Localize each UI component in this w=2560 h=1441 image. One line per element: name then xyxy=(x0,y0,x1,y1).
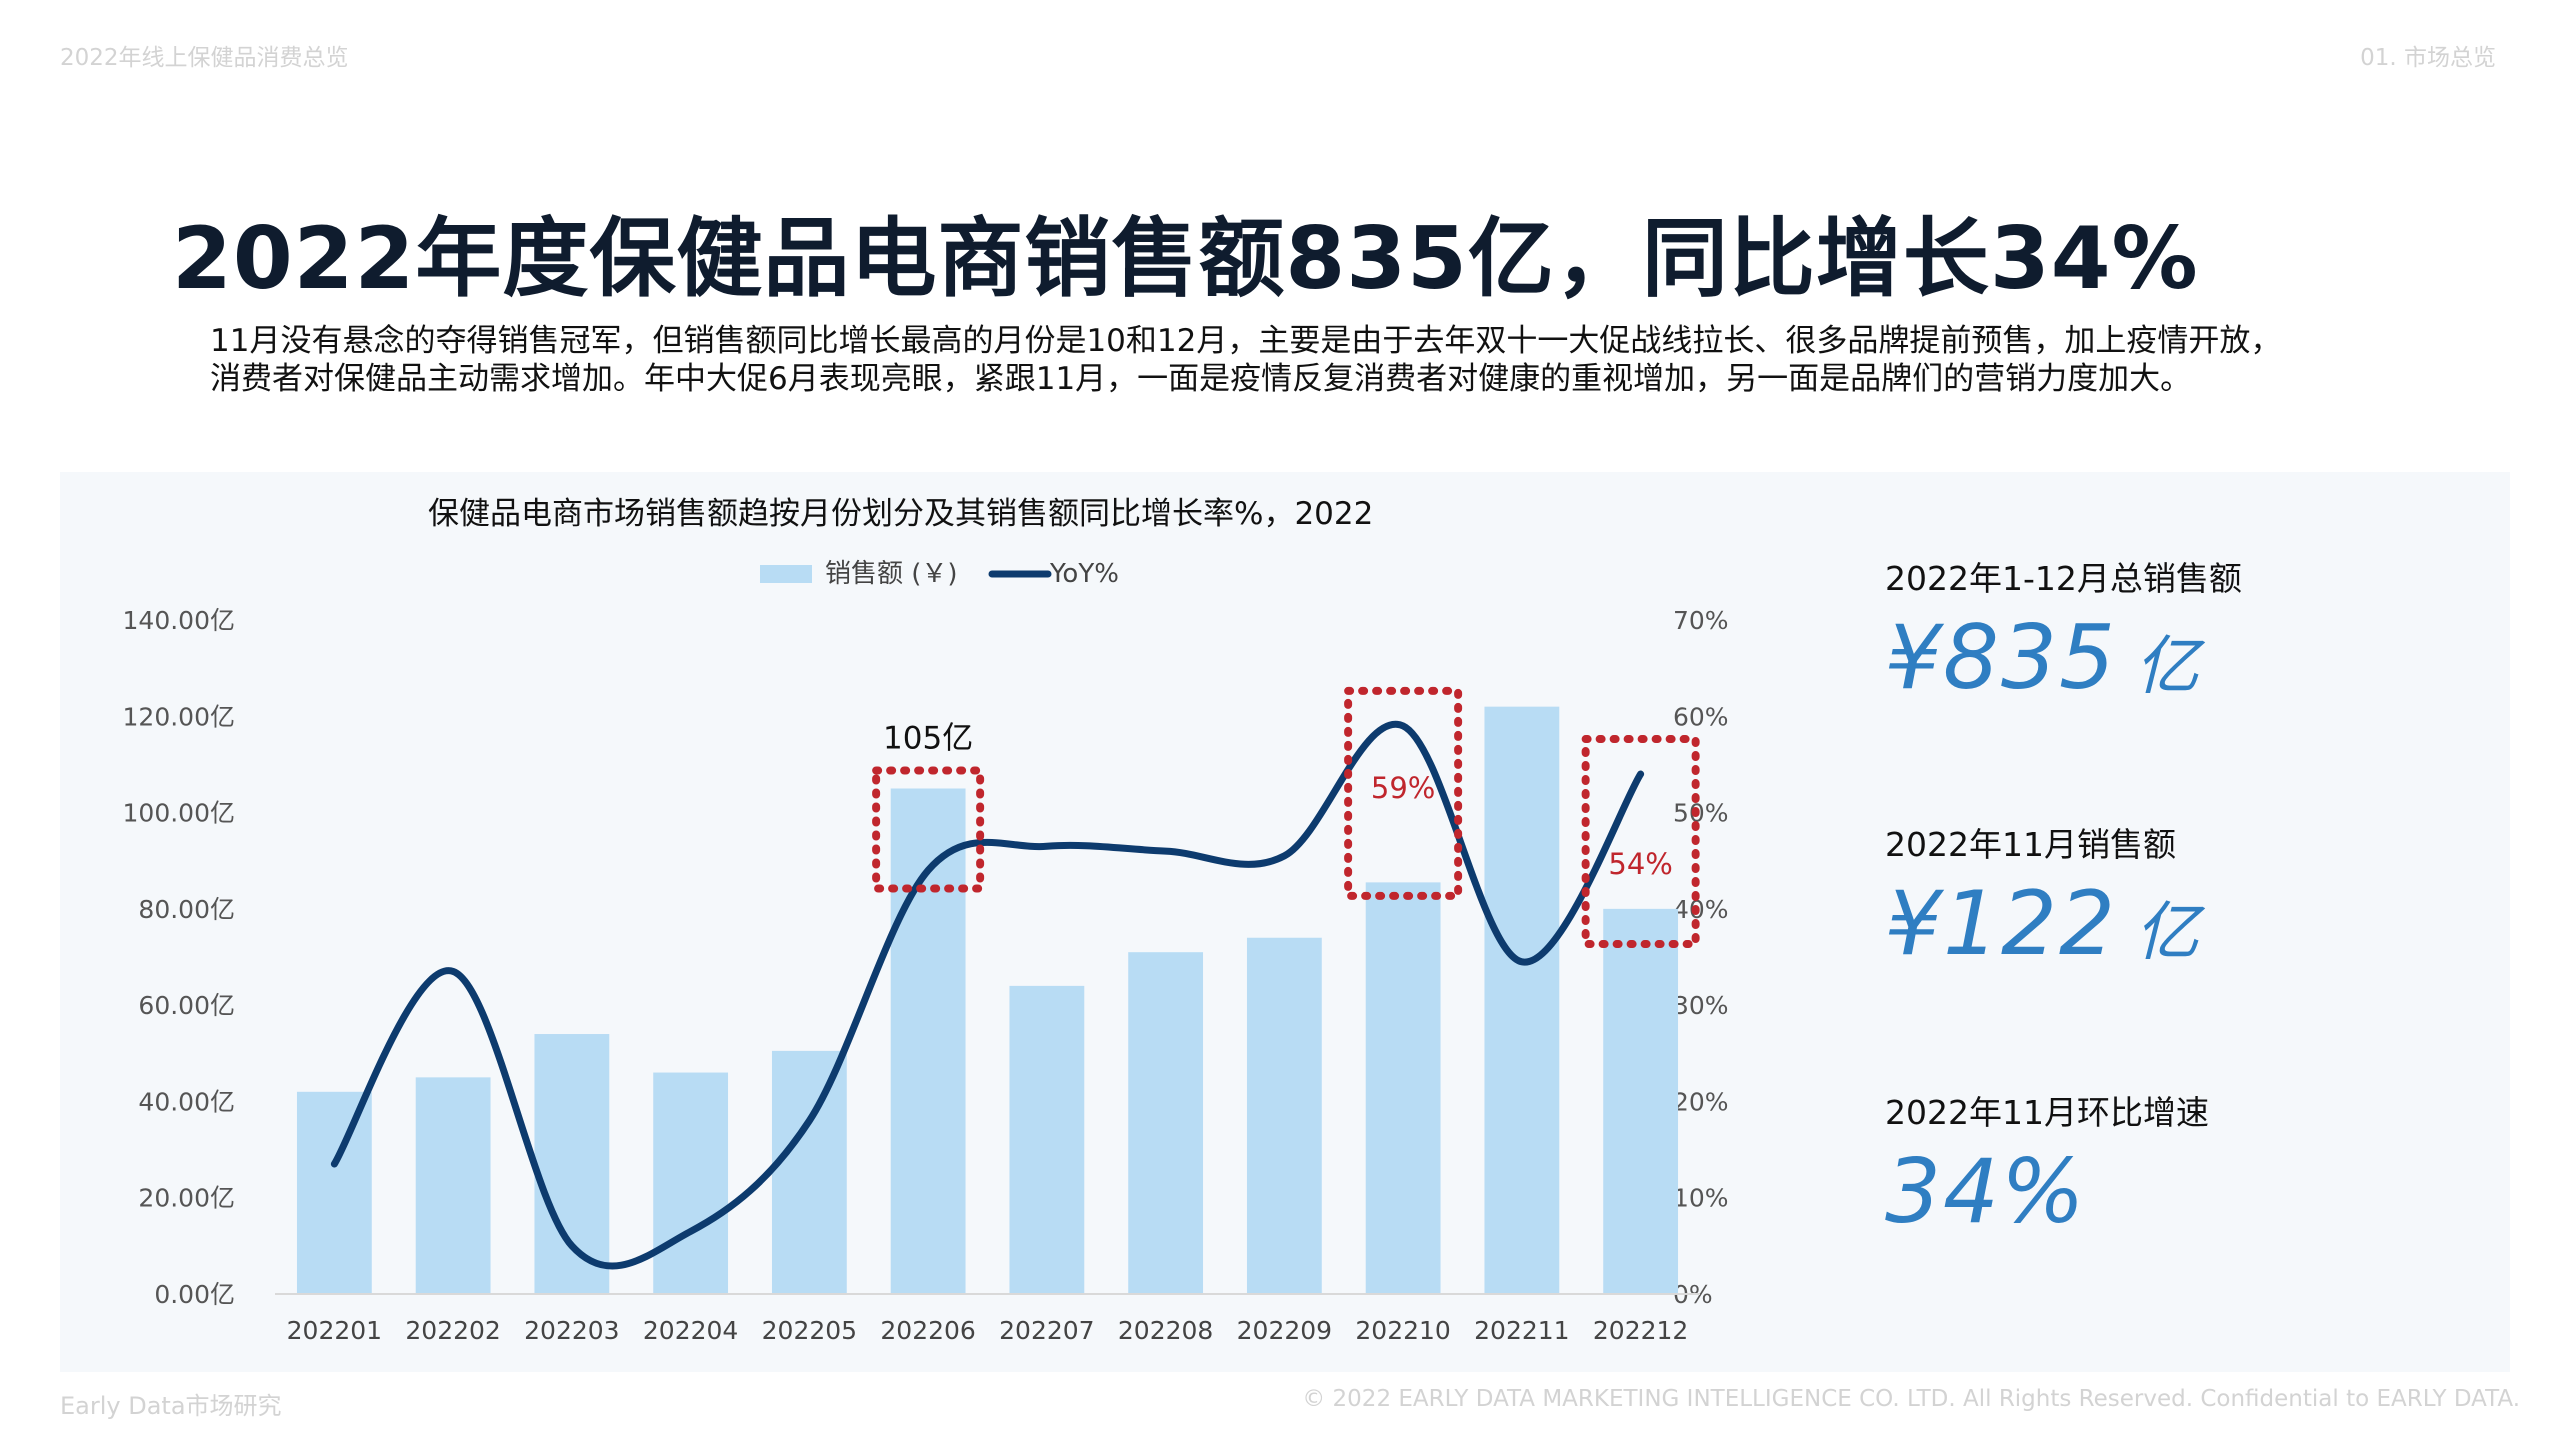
x-axis-tick-label: 202205 xyxy=(762,1316,857,1345)
kpi-total-sales-value-row: ¥835 亿 xyxy=(1885,606,2242,709)
legend-bar-swatch xyxy=(760,565,812,583)
bar-202208 xyxy=(1128,952,1204,1294)
bar-202206 xyxy=(890,788,966,1294)
kpi-nov-mom-growth: 2022年11月环比增速 34% xyxy=(1885,1086,2209,1243)
bar-202202 xyxy=(415,1077,491,1294)
chart-title: 保健品电商市场销售额趋按月份划分及其销售额同比增长率%，2022 xyxy=(428,496,1373,532)
footer-copyright: © 2022 EARLY DATA MARKETING INTELLIGENCE… xyxy=(1302,1386,2520,1412)
x-axis-tick-label: 202207 xyxy=(999,1316,1094,1345)
kpi-total-sales-value: ¥835 xyxy=(1885,606,2117,709)
bar-202211 xyxy=(1484,706,1560,1294)
highlight-box-202206 xyxy=(872,766,985,893)
kpi-total-sales-unit: 亿 xyxy=(2134,630,2201,704)
right-axis-tick-label: 30% xyxy=(1673,991,1729,1020)
kpi-nov-sales-value-row: ¥122 亿 xyxy=(1885,872,2201,975)
annotation-label-202210: 59% xyxy=(1371,771,1435,805)
left-axis-tick-label: 140.00亿 xyxy=(123,606,235,635)
annotation-label-202212: 54% xyxy=(1608,847,1672,881)
right-axis-tick-label: 50% xyxy=(1673,799,1729,828)
kpi-total-sales: 2022年1-12月总销售额 ¥835 亿 xyxy=(1885,552,2242,709)
x-axis-tick-label: 202211 xyxy=(1474,1316,1569,1345)
right-axis-tick-label: 70% xyxy=(1673,606,1729,635)
bar-202204 xyxy=(653,1072,729,1294)
left-axis-tick-label: 0.00亿 xyxy=(154,1280,235,1309)
annotation-label-202206: 105亿 xyxy=(883,721,973,757)
kpi-nov-sales-unit: 亿 xyxy=(2134,896,2201,970)
kpi-nov-sales-value: ¥122 xyxy=(1885,872,2117,975)
bar-202209 xyxy=(1246,937,1322,1294)
x-axis-tick-label: 202210 xyxy=(1355,1316,1450,1345)
kpi-nov-mom-growth-label: 2022年11月环比增速 xyxy=(1885,1093,2209,1132)
right-axis-tick-label: 10% xyxy=(1673,1184,1729,1213)
bar-202203 xyxy=(534,1034,610,1294)
bar-202205 xyxy=(771,1050,847,1294)
description-line-2: 消费者对保健品主动需求增加。年中大促6月表现亮眼，紧跟11月，一面是疫情反复消费… xyxy=(210,361,2192,397)
x-axis-tick-label: 202206 xyxy=(880,1316,975,1345)
x-axis-tick-label: 202212 xyxy=(1593,1316,1688,1345)
x-axis-tick-label: 202209 xyxy=(1237,1316,1332,1345)
legend-line-label: YoY% xyxy=(1049,559,1119,589)
x-axis-tick-label: 202201 xyxy=(287,1316,382,1345)
header-report-title: 2022年线上保健品消费总览 xyxy=(60,45,349,71)
x-axis-tick-label: 202204 xyxy=(643,1316,738,1345)
kpi-nov-sales: 2022年11月销售额 ¥122 亿 xyxy=(1885,818,2201,975)
x-axis-tick-label: 202202 xyxy=(405,1316,500,1345)
header-section-label: 01. 市场总览 xyxy=(2360,45,2496,71)
x-axis-tick-label: 202208 xyxy=(1118,1316,1213,1345)
left-axis-tick-label: 40.00亿 xyxy=(138,1087,235,1116)
right-axis-tick-label: 20% xyxy=(1673,1087,1729,1116)
description-line-1: 11月没有悬念的夺得销售冠军，但销售额同比增长最高的月份是10和12月，主要是由… xyxy=(210,323,2282,359)
description: 11月没有悬念的夺得销售冠军，但销售额同比增长最高的月份是10和12月，主要是由… xyxy=(210,322,2410,398)
kpi-total-sales-label: 2022年1-12月总销售额 xyxy=(1885,559,2242,598)
left-axis-tick-label: 20.00亿 xyxy=(138,1184,235,1213)
left-axis-tick-label: 60.00亿 xyxy=(138,991,235,1020)
bar-202201 xyxy=(296,1091,372,1294)
left-axis-tick-label: 80.00亿 xyxy=(138,895,235,924)
combo-chart: 保健品电商市场销售额趋按月份划分及其销售额同比增长率%，2022 销售额 (￥) Y… xyxy=(123,496,1729,1345)
kpi-nov-mom-growth-value: 34% xyxy=(1885,1140,2087,1243)
page-title: 2022年度保健品电商销售额835亿，同比增长34% xyxy=(172,209,2199,309)
legend-bar-label: 销售额 (￥) xyxy=(825,559,958,589)
x-axis-tick-label: 202203 xyxy=(524,1316,619,1345)
bar-202210 xyxy=(1365,882,1441,1294)
highlight-box-202212 xyxy=(1581,735,1700,949)
right-axis-tick-label: 60% xyxy=(1673,702,1729,731)
left-axis-tick-label: 120.00亿 xyxy=(123,702,235,731)
highlight-box-202210 xyxy=(1344,686,1463,900)
footer-brand: Early Data市场研究 xyxy=(60,1392,282,1420)
left-axis-tick-label: 100.00亿 xyxy=(123,799,235,828)
kpi-nov-sales-label: 2022年11月销售额 xyxy=(1885,825,2176,864)
yoy-line xyxy=(330,720,1645,1270)
chart-panel: 保健品电商市场销售额趋按月份划分及其销售额同比增长率%，2022 销售额 (￥) Y… xyxy=(60,472,2510,1372)
bar-202207 xyxy=(1009,985,1085,1294)
bar-202212 xyxy=(1603,908,1679,1294)
right-axis-tick-label: 40% xyxy=(1673,895,1729,924)
